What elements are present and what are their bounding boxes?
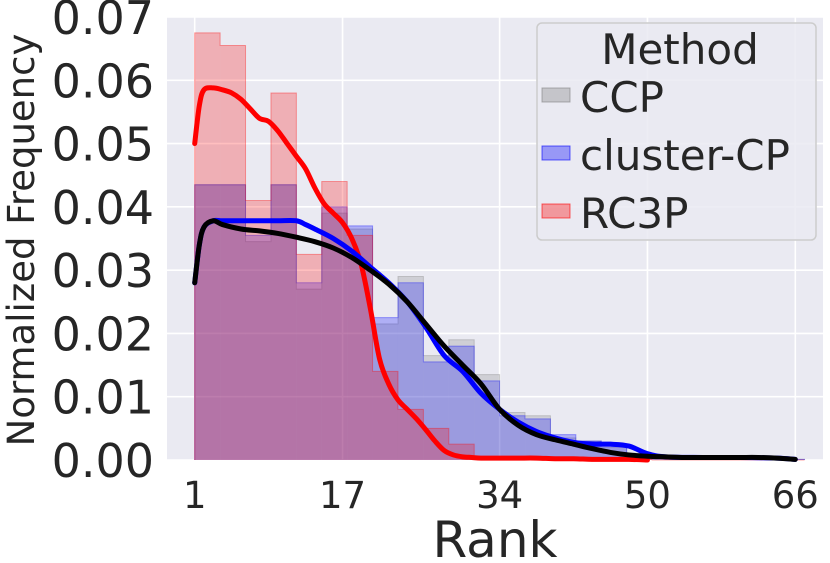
kde-line-cluster-cp [192, 217, 798, 462]
bar-cluster-cp [296, 282, 322, 460]
x-axis-label: Rank [433, 511, 558, 563]
histogram-bars [194, 32, 806, 461]
bar-rc3p [347, 235, 373, 460]
bar-ccp [448, 339, 475, 460]
kde-line-rc3p [192, 85, 650, 463]
bar-rc3p [372, 371, 398, 460]
legend-swatch [541, 203, 571, 219]
legend-swatch [541, 145, 571, 161]
x-tick-label: 66 [772, 474, 819, 517]
bar-ccp [296, 289, 322, 460]
x-tick-label: 17 [319, 474, 366, 517]
bar-rc3p [296, 254, 322, 460]
x-axis-ticks: 1 17 34 50 66 [183, 474, 819, 517]
kde-line-ccp [192, 218, 798, 462]
bar-cluster-cp [194, 184, 221, 460]
y-tick-label: 0.04 [52, 181, 154, 235]
y-tick-label: 0.07 [52, 0, 154, 45]
bar-rc3p [321, 181, 348, 461]
x-tick-label: 50 [624, 474, 671, 517]
bar-ccp [194, 184, 221, 460]
bar-rc3p [245, 200, 271, 460]
y-tick-label: 0.06 [52, 54, 154, 108]
y-tick-label: 0.02 [52, 307, 154, 361]
legend-label: CCP [580, 73, 664, 122]
y-tick-label: 0.00 [52, 434, 154, 488]
legend-label: cluster-CP [580, 131, 790, 180]
x-tick-label: 34 [476, 474, 523, 517]
x-tick-label: 1 [183, 474, 207, 517]
bar-rc3p [397, 409, 424, 460]
hist-outline-rc3p [194, 32, 805, 461]
bar-ccp [245, 241, 271, 460]
bar-cluster-cp [245, 235, 271, 460]
bar-rc3p [220, 45, 246, 460]
legend-label: RC3P [580, 189, 688, 238]
kde-curves [192, 85, 798, 463]
legend-box [536, 22, 817, 241]
y-tick-label: 0.01 [52, 371, 154, 425]
y-tick-label: 0.05 [52, 118, 154, 172]
legend-swatch [541, 87, 571, 103]
y-tick-label: 0.03 [52, 244, 154, 298]
legend-title: Method [601, 25, 759, 74]
y-axis-label: Normalized Frequency [0, 34, 43, 447]
y-axis-ticks: 0.00 0.01 0.02 0.03 0.04 0.05 0.06 0.07 [52, 0, 154, 488]
